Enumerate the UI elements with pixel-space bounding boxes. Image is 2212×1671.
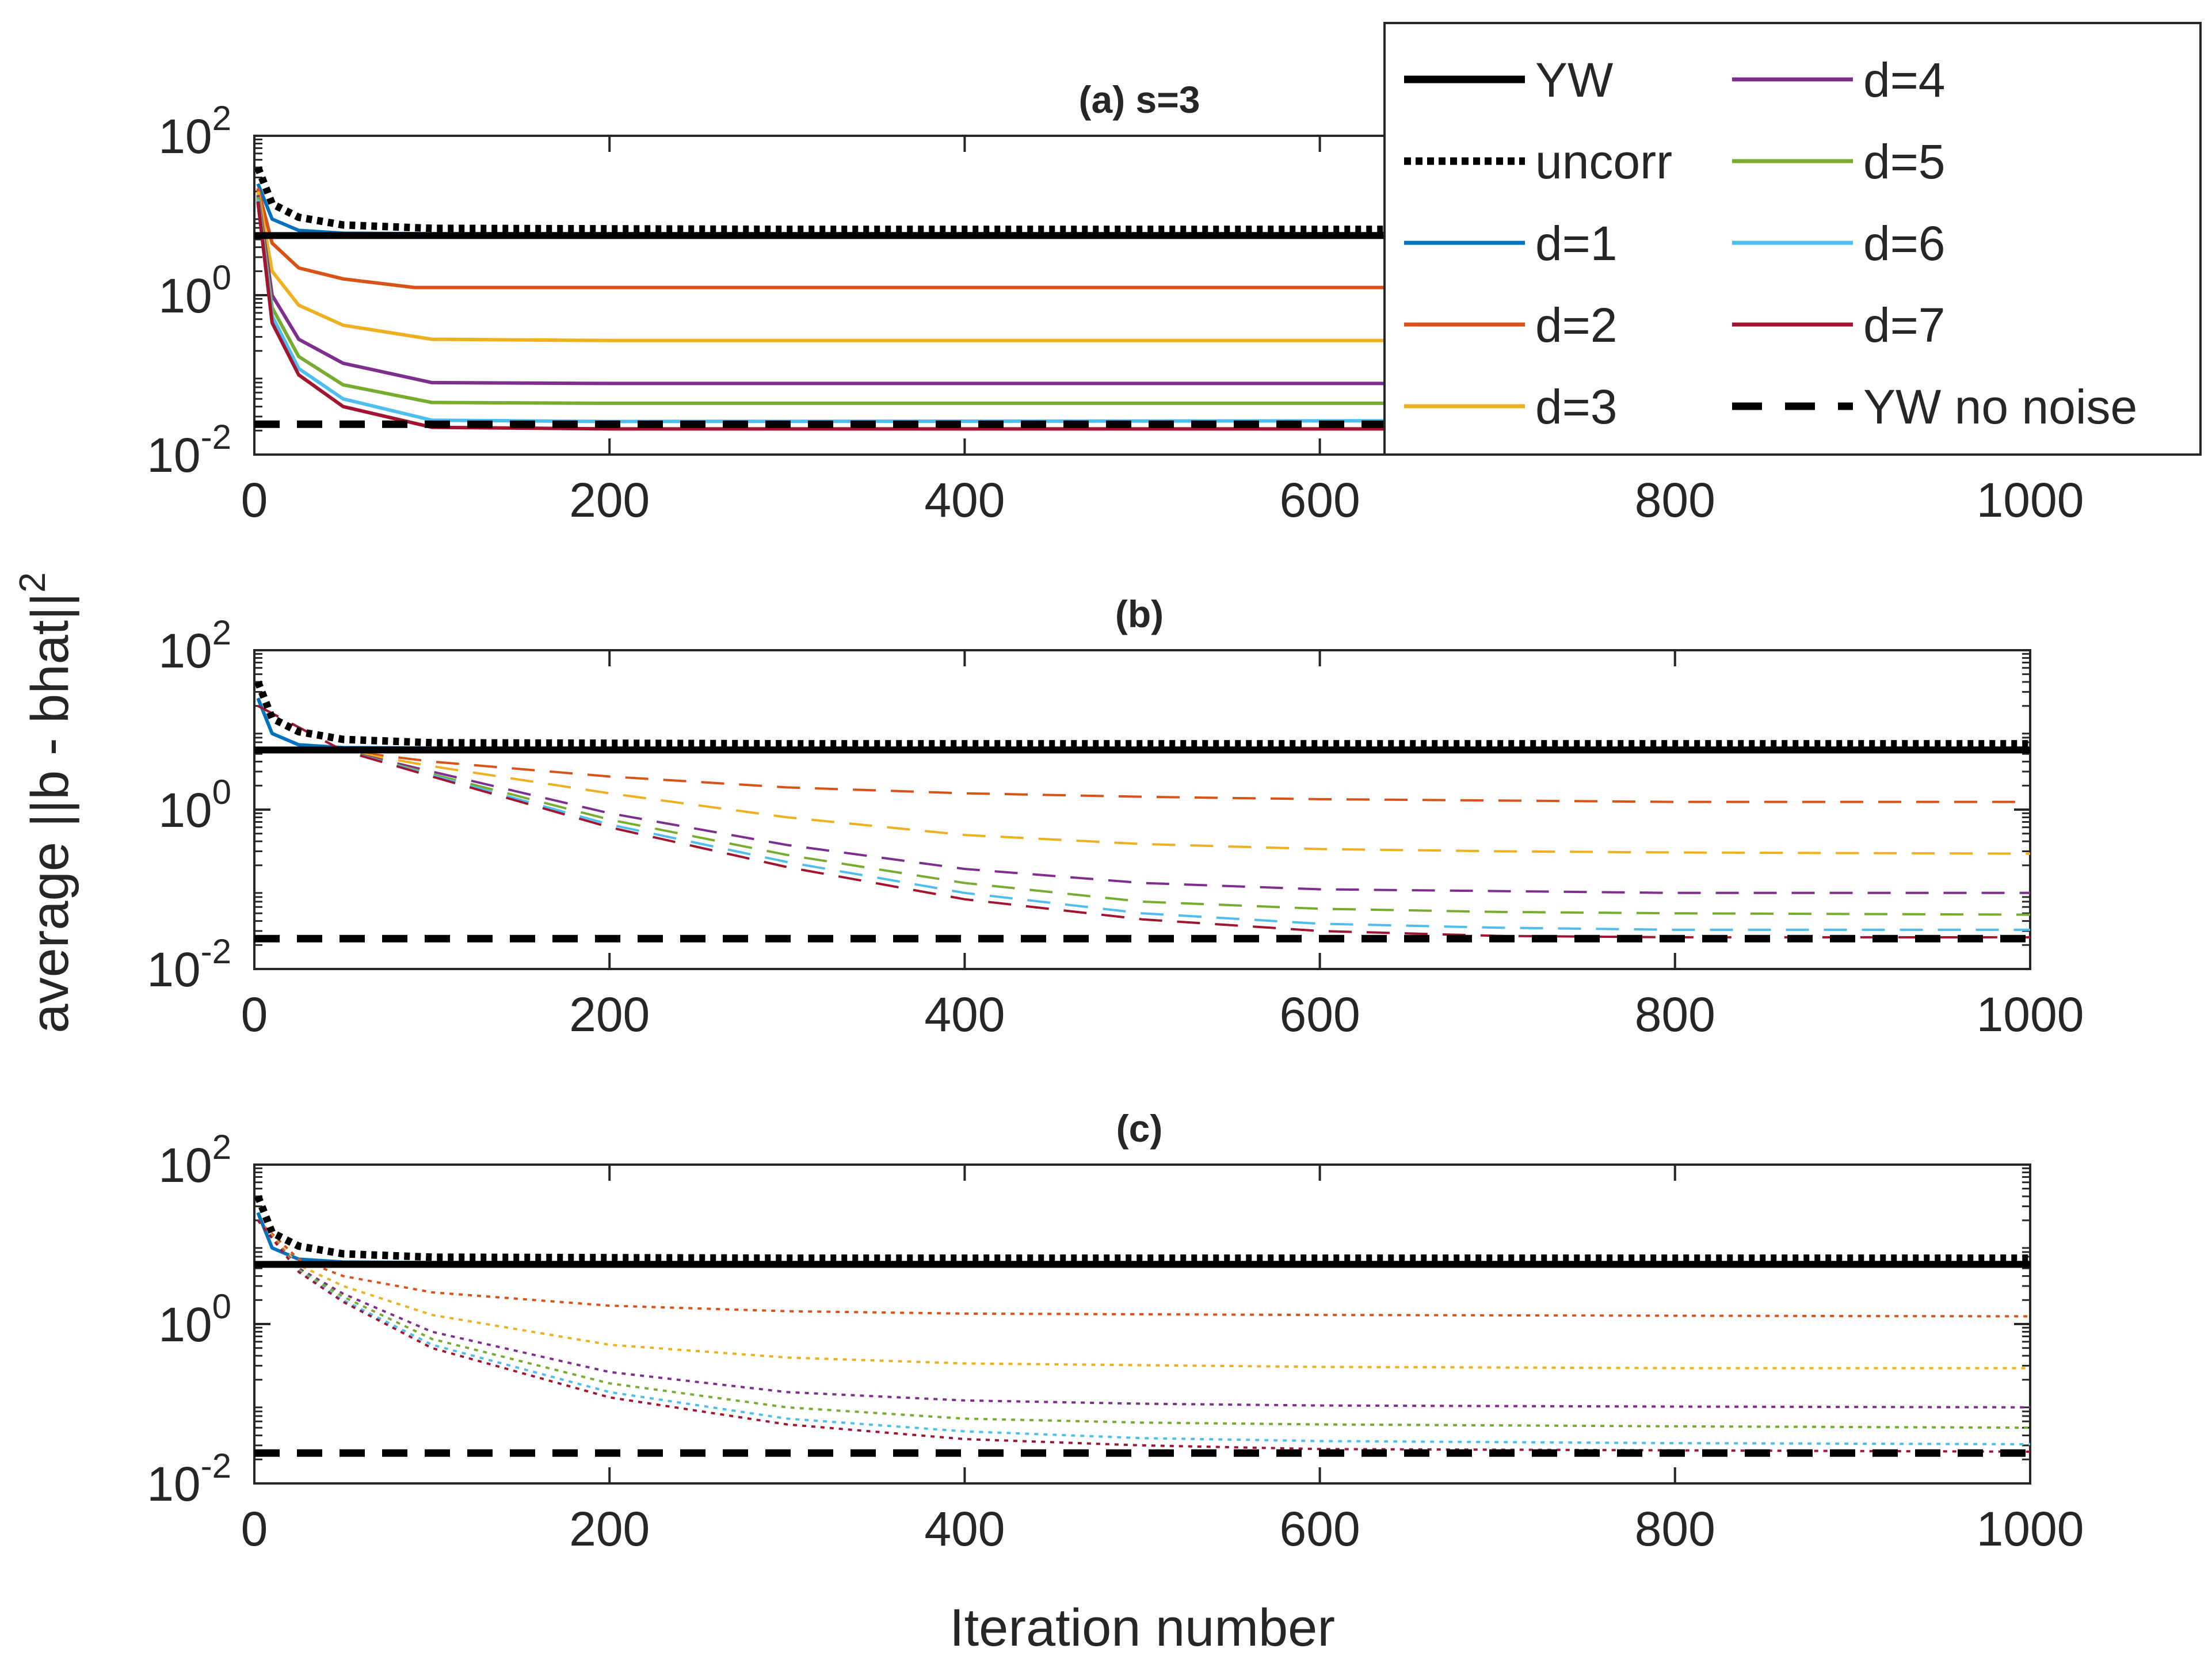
- panel-title: (a) s=3: [1079, 78, 1200, 121]
- series-d-2: [257, 1219, 2030, 1318]
- x-axis-label: Iteration number: [949, 1598, 1335, 1657]
- legend-label: d=2: [1535, 298, 1618, 352]
- panel-title: (c): [1116, 1107, 1163, 1150]
- x-tick-label: 200: [569, 473, 650, 527]
- panel-3: 0 200 400 600 800 1000 10-2 100 102 (c): [147, 1107, 2084, 1556]
- series-d-7: [257, 1219, 2030, 1453]
- y-axis-label: average ||b - bhat||2: [12, 572, 79, 1033]
- x-tick-label: 400: [924, 473, 1005, 527]
- series-d-4: [257, 705, 2030, 894]
- x-tick-label: 400: [924, 987, 1005, 1041]
- series-uncorr: [254, 680, 2030, 748]
- y-axis-label-superscript: 2: [12, 572, 53, 593]
- y-tick-label: 100: [158, 258, 231, 323]
- legend-label: d=4: [1863, 53, 1946, 107]
- x-tick-label: 0: [241, 987, 268, 1041]
- legend-label: d=5: [1863, 135, 1946, 189]
- x-tick-label: 1000: [1977, 473, 2084, 527]
- x-tick-label: 400: [924, 1502, 1005, 1556]
- legend-label: YW: [1535, 53, 1613, 107]
- legend-label: d=1: [1535, 216, 1618, 270]
- y-tick-label: 10-2: [147, 932, 231, 997]
- legend-label: YW no noise: [1863, 380, 2137, 434]
- series-d-3: [256, 191, 2030, 342]
- x-tick-label: 1000: [1977, 1502, 2084, 1556]
- y-tick-label: 102: [158, 1128, 231, 1192]
- y-tick-label: 10-2: [147, 418, 231, 482]
- y-tick-label: 102: [158, 99, 231, 163]
- x-tick-label: 600: [1280, 473, 1360, 527]
- x-tick-label: 200: [569, 1502, 650, 1556]
- legend-label: d=7: [1863, 298, 1946, 352]
- series-d-2: [257, 705, 2030, 803]
- x-tick-label: 200: [569, 987, 650, 1041]
- series-group: [254, 1195, 2030, 1457]
- x-tick-label: 1000: [1977, 987, 2084, 1041]
- x-tick-label: 600: [1280, 987, 1360, 1041]
- series-d-6: [257, 1219, 2030, 1445]
- series-d-7: [256, 201, 2030, 431]
- x-tick-label: 800: [1635, 1502, 1715, 1556]
- series-d-2: [256, 188, 2030, 289]
- x-tick-label: 0: [241, 1502, 268, 1556]
- x-tick-label: 800: [1635, 473, 1715, 527]
- legend-label: d=3: [1535, 380, 1618, 434]
- series-uncorr: [254, 166, 2030, 234]
- series-d-4: [257, 1219, 2030, 1409]
- series-uncorr: [254, 1195, 2030, 1262]
- series-d-3: [257, 705, 2030, 855]
- legend-label: uncorr: [1535, 135, 1672, 189]
- y-tick-label: 100: [158, 773, 231, 837]
- panel-1: 0 200 400 600 800 1000 10-2 100 102 (a) s=3: [147, 78, 2084, 527]
- y-tick-label: 102: [158, 613, 231, 678]
- legend-box: [1383, 22, 2202, 456]
- x-tick-label: 0: [241, 473, 268, 527]
- legend: YW uncorr d=1 d=2 d=3 d=4 d=5 d=6 d=7 YW no noise: [1383, 22, 2202, 456]
- panel-2: 0 200 400 600 800 1000 10-2 100 102 (b): [147, 593, 2084, 1041]
- x-tick-label: 800: [1635, 987, 1715, 1041]
- series-group: [254, 680, 2030, 943]
- legend-label: d=6: [1863, 216, 1946, 270]
- y-tick-label: 10-2: [147, 1447, 231, 1511]
- panel-title: (b): [1115, 593, 1164, 635]
- series-d-5: [257, 1219, 2030, 1429]
- y-tick-label: 100: [158, 1287, 231, 1352]
- series-d-3: [257, 1219, 2030, 1369]
- x-tick-label: 600: [1280, 1502, 1360, 1556]
